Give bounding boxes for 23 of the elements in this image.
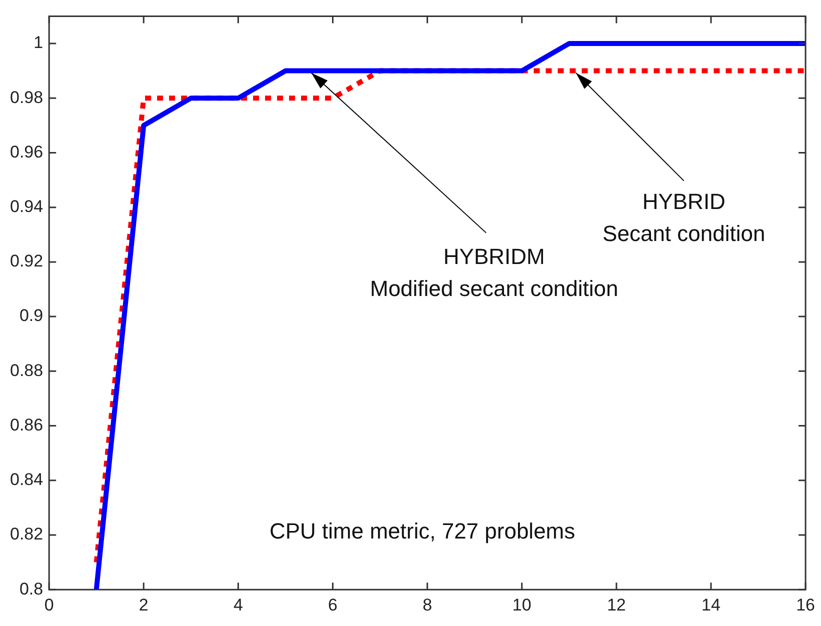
y-tick-label: 0.88	[10, 360, 44, 380]
y-tick-label: 0.82	[10, 524, 44, 544]
x-tick-label: 6	[328, 595, 338, 614]
x-tick-label: 16	[796, 595, 816, 614]
x-tick-label: 10	[512, 595, 532, 614]
y-tick-label: 0.96	[10, 142, 44, 162]
y-tick-label: 0.8	[19, 579, 44, 598]
y-tick-label: 0.94	[10, 197, 44, 216]
y-tick-label: 0.9	[19, 306, 44, 326]
x-tick-label: 8	[422, 595, 432, 614]
y-tick-label: 0.98	[10, 88, 44, 107]
y-tick-label: 1	[34, 33, 44, 52]
annotation: CPU time metric, 727 problems	[269, 518, 576, 544]
annotation: HYBRID Secant condition	[602, 188, 766, 246]
x-tick-label: 12	[606, 595, 626, 614]
x-tick-label: 2	[138, 595, 148, 614]
annotation: HYBRIDM Modified secant condition	[370, 244, 618, 301]
x-tick-label: 14	[702, 595, 720, 614]
y-tick-label: 0.92	[10, 252, 44, 271]
x-tick-label: 4	[233, 595, 243, 614]
y-tick-label: 0.84	[10, 470, 44, 490]
x-tick-label: 0	[44, 595, 54, 614]
y-tick-label: 0.86	[10, 415, 44, 434]
